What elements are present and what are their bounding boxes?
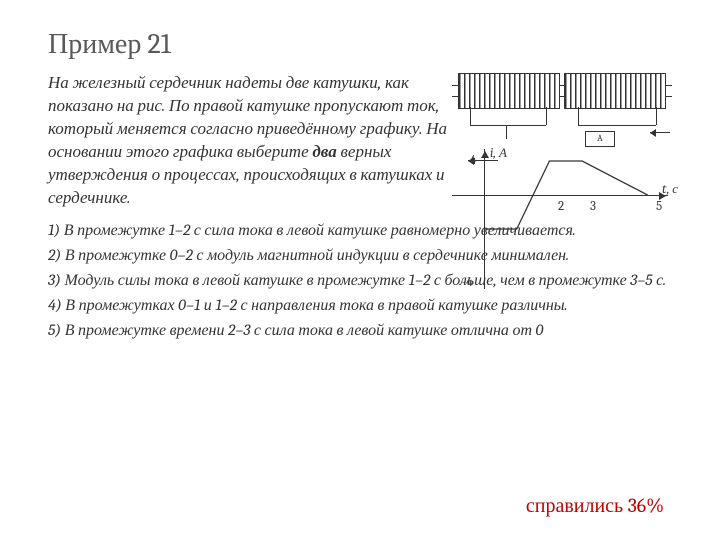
current-graph: i, А t, с 4 -4 2 3 5 [440,147,672,297]
right-coil [564,73,666,109]
graph-line [440,147,672,297]
figure-block: A i, А t, с 4 -4 2 3 5 [452,73,672,297]
problem-text: На железный сердечник надеты две катушки… [48,73,453,211]
wires: A [452,107,672,147]
ammeter: A [585,131,615,147]
circuit-diagram: A [452,73,672,143]
slide-title: Пример 21 [48,28,672,61]
option-5: 5) В промежутке времени 2–3 с сила тока … [48,319,672,342]
problem-bold: два [312,143,336,162]
slide: Пример 21 A [0,0,720,540]
option-4: 4) В промежутках 0–1 и 1–2 с направления… [48,294,672,317]
coils [458,73,666,107]
result-text: справились 36% [526,494,664,518]
content-area: A i, А t, с 4 -4 2 3 5 На ж [48,73,672,343]
right-arrow-icon [650,129,676,137]
left-coil [458,73,560,109]
